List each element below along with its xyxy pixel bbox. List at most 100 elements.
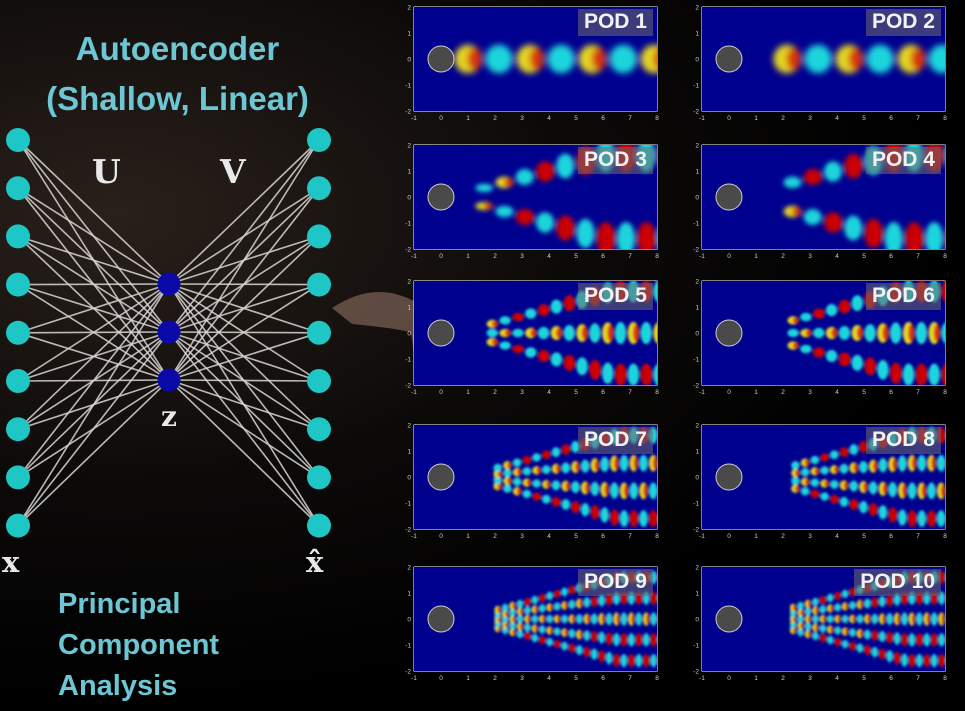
x-tick-label: 5 — [574, 253, 578, 260]
x-tick-label: 0 — [439, 389, 443, 396]
network-edge — [17, 235, 170, 285]
pod-title: POD 6 — [865, 283, 941, 310]
y-tick-label: 1 — [407, 169, 411, 176]
x-tick-label: 3 — [808, 675, 812, 682]
network-edge — [168, 187, 320, 285]
x-tick-label: 5 — [574, 675, 578, 682]
network-edge — [168, 379, 320, 527]
pca-line-1: Principal — [58, 588, 181, 620]
x-tick-label: 4 — [835, 675, 839, 682]
pod-title: POD 2 — [865, 9, 941, 36]
x-tick-label: 7 — [916, 675, 920, 682]
x-tick-label: 5 — [862, 115, 866, 122]
pod-panel-7: 2 1 0 -1 -2 -1 0 1 2 3 4 5 6 7 8 POD 7 — [402, 420, 665, 548]
x-tick-label: 7 — [628, 389, 632, 396]
cylinder-obstacle — [427, 605, 455, 633]
y-tick-label: 0 — [695, 475, 699, 482]
output-node — [307, 272, 331, 297]
y-tick-label: -2 — [693, 247, 699, 254]
input-node — [6, 176, 30, 201]
x-tick-label: 8 — [943, 115, 947, 122]
x-tick-label: 4 — [835, 253, 839, 260]
y-tick-label: 0 — [695, 195, 699, 202]
input-node — [6, 513, 30, 538]
y-tick-label: -1 — [693, 83, 699, 90]
x-tick-label: 6 — [889, 533, 893, 540]
y-tick-label: 0 — [407, 617, 411, 624]
x-tick-label: 1 — [466, 253, 470, 260]
x-tick-label: 3 — [520, 253, 524, 260]
x-tick-label: 6 — [601, 675, 605, 682]
network-edge — [17, 283, 170, 430]
input-node — [6, 128, 30, 152]
x-tick-label: 6 — [601, 115, 605, 122]
x-tick-label: -1 — [699, 253, 705, 260]
input-node — [6, 224, 30, 249]
cylinder-obstacle — [427, 183, 455, 211]
network-edge — [168, 331, 320, 527]
x-tick-label: 7 — [916, 253, 920, 260]
pod-title: POD 1 — [577, 9, 653, 36]
input-node — [6, 320, 30, 345]
y-tick-label: 0 — [695, 331, 699, 338]
output-node — [307, 224, 331, 249]
encoder-label: U — [92, 152, 121, 191]
pod-title: POD 9 — [577, 569, 653, 596]
pca-line-2: Component — [58, 629, 220, 661]
y-tick-label: -2 — [405, 109, 411, 116]
y-tick-label: 2 — [695, 5, 699, 12]
x-tick-label: 7 — [628, 533, 632, 540]
cylinder-obstacle — [427, 319, 455, 347]
pca-line-3: Analysis — [58, 670, 178, 702]
pod-panel-2: 2 1 0 -1 -2 -1 0 1 2 3 4 5 6 7 8 POD 2 — [690, 2, 953, 130]
pod-title: POD 4 — [865, 147, 941, 174]
pod-panel-4: 2 1 0 -1 -2 -1 0 1 2 3 4 5 6 7 8 POD 4 — [690, 140, 953, 268]
x-tick-label: 8 — [655, 533, 659, 540]
x-tick-label: 0 — [439, 115, 443, 122]
y-tick-label: -1 — [693, 221, 699, 228]
cylinder-obstacle — [715, 45, 743, 73]
x-tick-label: 5 — [574, 389, 578, 396]
x-tick-label: 3 — [520, 115, 524, 122]
x-tick-label: -1 — [411, 389, 417, 396]
x-tick-label: 5 — [574, 115, 578, 122]
x-tick-label: 3 — [520, 389, 524, 396]
network-edge — [168, 283, 320, 382]
y-tick-label: -1 — [693, 643, 699, 650]
cylinder-obstacle — [715, 319, 743, 347]
x-tick-label: 2 — [493, 115, 497, 122]
y-tick-label: -2 — [693, 527, 699, 534]
input-node — [6, 272, 30, 297]
x-tick-label: 2 — [781, 115, 785, 122]
output-node — [307, 465, 331, 490]
network-edge — [17, 379, 170, 527]
y-tick-label: -1 — [405, 221, 411, 228]
y-tick-label: 1 — [407, 31, 411, 38]
x-tick-label: 8 — [943, 253, 947, 260]
output-node — [307, 176, 331, 201]
x-tick-label: -1 — [411, 533, 417, 540]
cylinder-obstacle — [715, 183, 743, 211]
x-tick-label: 4 — [835, 533, 839, 540]
x-tick-label: 1 — [754, 253, 758, 260]
x-tick-label: 5 — [862, 675, 866, 682]
x-tick-label: 2 — [781, 389, 785, 396]
x-tick-label: 0 — [727, 115, 731, 122]
pod-panel-10: 2 1 0 -1 -2 -1 0 1 2 3 4 5 6 7 8 POD 10 — [690, 562, 953, 690]
output-node — [307, 513, 331, 538]
x-tick-label: 0 — [439, 675, 443, 682]
network-edge — [168, 283, 320, 286]
network-edge — [17, 283, 170, 478]
cylinder-obstacle — [715, 605, 743, 633]
y-tick-label: 0 — [407, 57, 411, 64]
x-tick-label: 4 — [547, 253, 551, 260]
x-tick-label: 6 — [601, 253, 605, 260]
x-tick-label: 2 — [493, 675, 497, 682]
y-tick-label: 1 — [695, 305, 699, 312]
y-tick-label: 2 — [407, 143, 411, 150]
y-tick-label: 1 — [695, 591, 699, 598]
pod-title: POD 3 — [577, 147, 653, 174]
latent-node — [157, 320, 181, 344]
x-tick-label: 1 — [466, 389, 470, 396]
decoder-label: V — [220, 152, 246, 191]
